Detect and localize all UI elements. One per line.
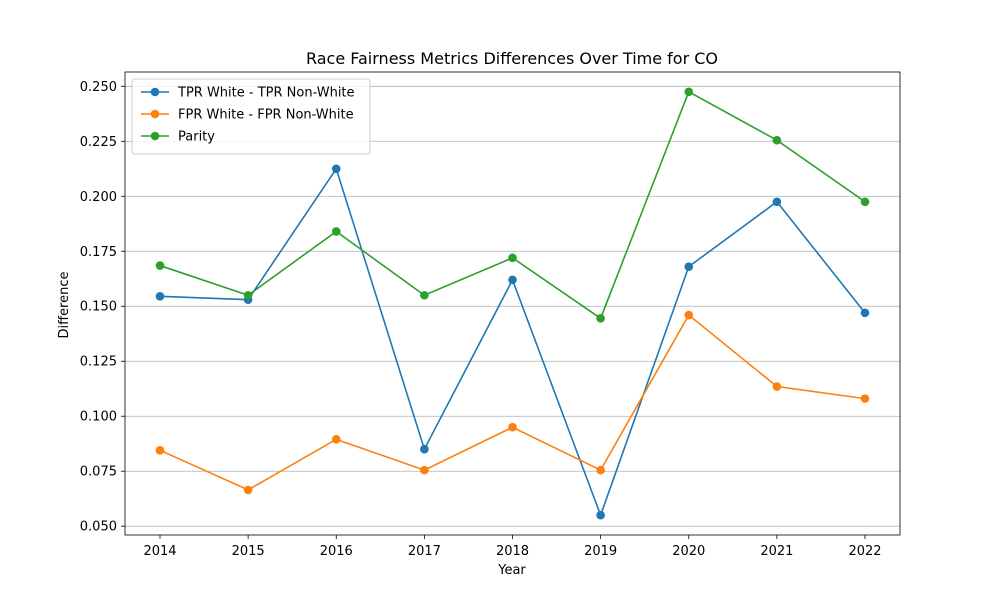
- x-tick-label: 2019: [584, 544, 617, 559]
- data-point: [860, 308, 870, 318]
- series-line: [159, 166, 866, 518]
- legend-label: FPR White - FPR Non-White: [178, 108, 354, 123]
- series-1: [155, 310, 870, 495]
- x-tick-label: 2021: [760, 544, 793, 559]
- data-point: [331, 435, 341, 444]
- data-point: [155, 446, 165, 455]
- x-tick-label: 2020: [672, 544, 705, 559]
- x-tick-label: 2017: [408, 544, 441, 559]
- y-tick-label: 0.175: [80, 245, 117, 260]
- data-point: [331, 227, 341, 236]
- plot-frame: [124, 71, 901, 536]
- axes: 0.050 0.075 0.100 0.125 0.150 0.175 0.200 0.225…: [80, 71, 901, 559]
- legend-item: Parity: [141, 130, 215, 145]
- y-tick-label: 0.125: [80, 355, 117, 370]
- series-2: [155, 87, 870, 323]
- gridlines: [125, 85, 900, 527]
- data-point: [243, 485, 253, 495]
- data-point: [860, 394, 870, 403]
- data-point: [155, 292, 165, 301]
- data-point: [860, 197, 870, 207]
- data-point: [420, 444, 429, 454]
- data-point: [772, 197, 782, 207]
- x-tick-label: 2015: [232, 544, 265, 559]
- y-tick-label: 0.225: [80, 135, 117, 150]
- data-point: [331, 164, 341, 174]
- y-tick-label: 0.250: [80, 80, 117, 95]
- data-point: [596, 510, 605, 520]
- legend-marker: [150, 109, 160, 119]
- x-tick-label: 2016: [320, 544, 353, 559]
- data-point: [684, 87, 694, 97]
- data-point: [508, 275, 517, 285]
- y-tick-label: 0.075: [80, 465, 117, 480]
- y-tick-label: 0.050: [80, 520, 117, 535]
- series-line: [159, 313, 866, 491]
- data-point: [155, 261, 165, 270]
- legend-item: TPR White - TPR Non-White: [141, 86, 355, 101]
- data-point: [772, 135, 782, 145]
- legend-label: TPR White - TPR Non-White: [177, 86, 355, 101]
- data-point: [508, 422, 517, 432]
- data-point: [243, 290, 253, 300]
- legend-label: Parity: [178, 130, 215, 145]
- x-axis-label: Year: [497, 563, 526, 578]
- data-point: [772, 382, 782, 391]
- legend-box: [131, 78, 371, 155]
- y-tick-label: 0.100: [80, 410, 117, 425]
- y-axis-label: Difference: [57, 271, 72, 338]
- data-point: [596, 314, 605, 323]
- data-point: [508, 253, 517, 263]
- data-point: [684, 262, 694, 271]
- legend-marker: [150, 87, 160, 97]
- chart-title: Race Fairness Metrics Differences Over T…: [306, 49, 718, 68]
- y-tick-label: 0.200: [80, 190, 117, 205]
- y-tick-label: 0.150: [80, 300, 117, 315]
- data-point: [684, 310, 694, 320]
- data-point: [420, 465, 429, 475]
- series-group: [155, 87, 870, 520]
- data-point: [420, 290, 429, 300]
- data-point: [596, 465, 605, 475]
- legend-marker: [150, 131, 160, 141]
- legend-item: FPR White - FPR Non-White: [141, 108, 354, 123]
- x-tick-label: 2014: [143, 544, 176, 559]
- series-0: [155, 164, 870, 520]
- x-tick-label: 2018: [496, 544, 529, 559]
- legend: TPR White - TPR Non-White FPR White - FPR…: [131, 78, 371, 155]
- x-tick-label: 2022: [848, 544, 881, 559]
